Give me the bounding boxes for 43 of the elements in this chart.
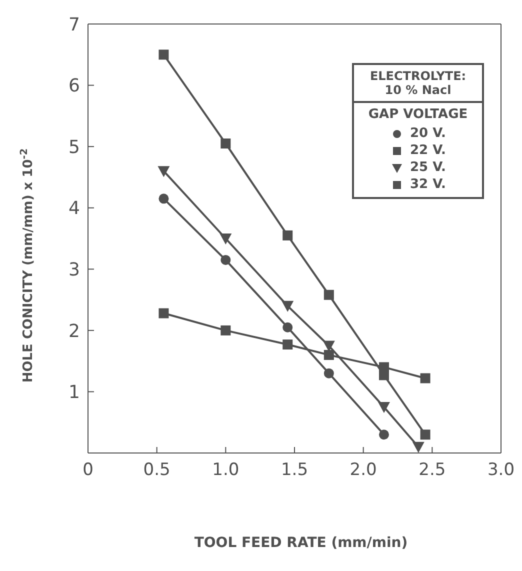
legend-label: 20 V.	[410, 125, 446, 142]
y-tick-label: 7	[68, 14, 80, 36]
point	[220, 254, 231, 265]
x-tick-label: 0	[82, 460, 94, 480]
point	[282, 300, 294, 312]
x-tick-label: 0.5	[143, 460, 170, 480]
y-tick-label: 5	[68, 136, 80, 158]
point	[412, 442, 424, 453]
y-tick-label: 4	[68, 198, 80, 220]
point	[158, 308, 169, 318]
point	[282, 340, 293, 350]
point	[220, 325, 231, 336]
point	[378, 402, 390, 414]
point	[220, 138, 231, 149]
legend-title: GAP VOLTAGE	[367, 107, 469, 122]
point	[378, 370, 389, 380]
annotation: ELECTROLYTE:	[368, 69, 468, 83]
point	[324, 350, 334, 360]
annotation: 10 % Nacl	[384, 83, 452, 97]
y-tick-label: 1	[68, 382, 80, 404]
x-tick-label: 3.0	[487, 460, 515, 480]
point	[420, 373, 430, 384]
y-tick-label: 2	[68, 320, 80, 342]
x-axis-title: TOOL FEED RATE (mm/min)	[193, 535, 409, 551]
legend-label: 22 V.	[410, 142, 446, 159]
point	[282, 230, 293, 240]
y-tick-label: 3	[68, 260, 80, 281]
point	[378, 430, 389, 440]
point	[324, 290, 334, 300]
legend-label: 32 V.	[410, 176, 446, 193]
legend-label: 25 V.	[410, 159, 446, 176]
point	[282, 322, 293, 332]
y-tick-label: 6	[68, 76, 80, 97]
x-tick-label: 2.5	[418, 460, 446, 480]
x-tick-label: 2.0	[350, 460, 377, 480]
point	[158, 50, 169, 60]
point	[420, 430, 430, 440]
x-tick-label: 1.5	[280, 460, 308, 480]
point	[324, 368, 334, 378]
point	[220, 234, 232, 244]
point	[158, 166, 170, 178]
x-tick-label: 1.0	[212, 460, 240, 480]
point	[158, 194, 169, 204]
